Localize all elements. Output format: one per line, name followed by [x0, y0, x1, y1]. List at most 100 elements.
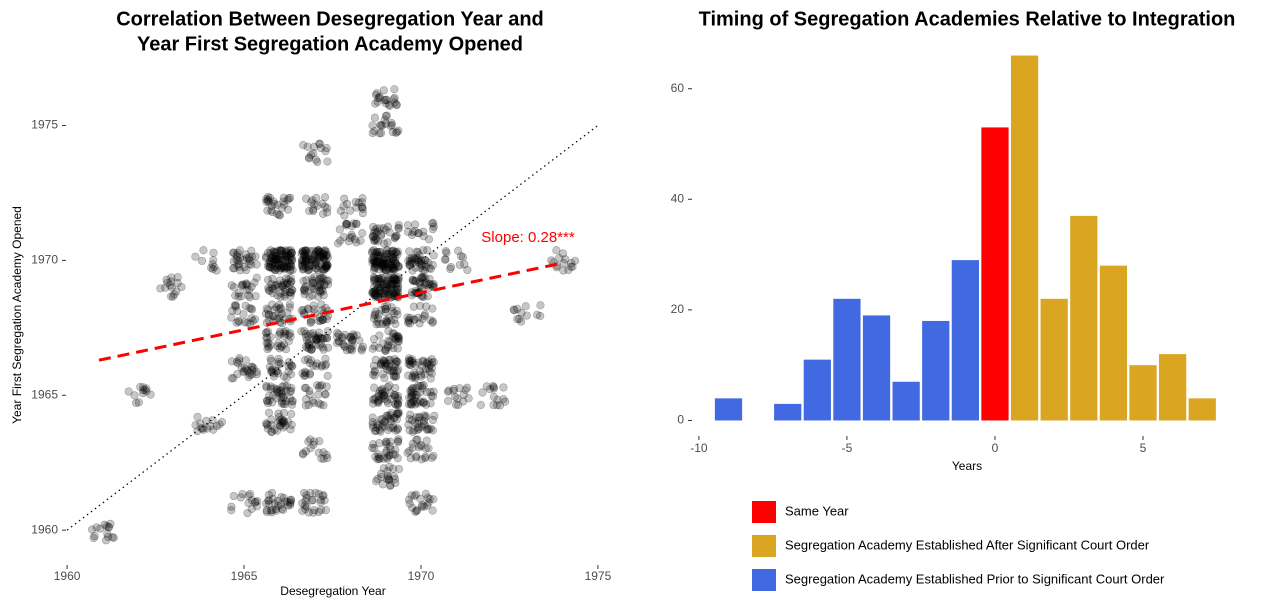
point — [426, 264, 435, 273]
point — [286, 497, 295, 506]
point — [378, 261, 387, 270]
point — [304, 331, 313, 340]
point — [281, 259, 291, 268]
point — [371, 477, 381, 486]
point — [243, 318, 252, 327]
point — [555, 253, 564, 263]
point — [375, 395, 384, 405]
point — [378, 263, 387, 272]
point — [242, 279, 251, 288]
point — [391, 259, 401, 268]
point — [240, 318, 249, 327]
point — [345, 345, 355, 354]
point — [262, 197, 271, 206]
point — [368, 443, 377, 453]
point — [308, 496, 318, 505]
point — [268, 367, 277, 376]
point — [377, 305, 386, 315]
point — [244, 255, 253, 264]
point — [427, 355, 436, 364]
point — [381, 266, 390, 275]
point — [267, 427, 276, 436]
point — [271, 255, 280, 265]
reference-line — [66, 124, 599, 531]
point — [358, 204, 367, 213]
point — [380, 373, 389, 383]
point — [277, 389, 286, 398]
point — [391, 400, 400, 409]
point — [374, 258, 384, 267]
point — [89, 533, 98, 543]
point — [320, 202, 330, 211]
point — [302, 251, 311, 260]
point — [375, 251, 384, 260]
point — [319, 250, 328, 259]
point — [249, 364, 258, 373]
point — [262, 253, 271, 262]
point — [280, 497, 290, 506]
point — [377, 230, 386, 239]
point — [315, 279, 325, 288]
point — [389, 246, 398, 255]
point — [108, 533, 117, 542]
point — [250, 278, 259, 287]
point — [394, 220, 403, 230]
point — [394, 464, 404, 474]
point — [303, 343, 312, 352]
point — [130, 391, 139, 400]
point — [383, 341, 392, 350]
point — [323, 208, 332, 217]
point — [376, 359, 385, 368]
point — [392, 357, 401, 366]
point — [267, 253, 276, 262]
point — [334, 337, 343, 346]
point-cluster — [298, 354, 332, 381]
point-cluster — [368, 246, 403, 275]
point — [279, 263, 288, 272]
annotation: Slope: 0.28*** — [481, 229, 575, 246]
x-tick-label: -10 — [690, 441, 708, 455]
point — [377, 231, 386, 240]
point — [426, 360, 435, 369]
point — [391, 400, 400, 409]
point — [270, 199, 279, 209]
point — [209, 256, 218, 265]
point — [251, 292, 260, 301]
point — [231, 291, 240, 300]
point — [387, 303, 396, 312]
point — [394, 337, 403, 346]
point — [377, 275, 386, 284]
point — [206, 422, 215, 431]
point — [394, 396, 403, 405]
point — [242, 365, 251, 374]
point — [286, 425, 295, 434]
point — [270, 425, 279, 434]
point-cluster — [407, 273, 438, 302]
point — [252, 370, 261, 379]
point — [340, 194, 349, 203]
point — [281, 326, 290, 336]
point — [404, 315, 413, 325]
point — [278, 281, 287, 290]
point — [283, 497, 292, 507]
point — [371, 293, 380, 302]
point — [278, 281, 287, 290]
point — [264, 310, 274, 319]
point — [411, 276, 420, 285]
point — [311, 333, 320, 342]
point — [236, 253, 245, 262]
point — [264, 500, 274, 509]
point — [391, 258, 400, 267]
point — [284, 362, 293, 371]
point — [384, 355, 394, 365]
point-cluster — [547, 246, 580, 275]
point — [354, 198, 363, 207]
point — [314, 253, 323, 262]
point — [423, 246, 432, 255]
point — [280, 400, 290, 409]
point — [227, 502, 236, 511]
point — [389, 371, 398, 380]
chart-title: Year First Segregation Academy Opened — [137, 33, 523, 55]
bar — [892, 381, 920, 421]
point — [390, 413, 399, 423]
